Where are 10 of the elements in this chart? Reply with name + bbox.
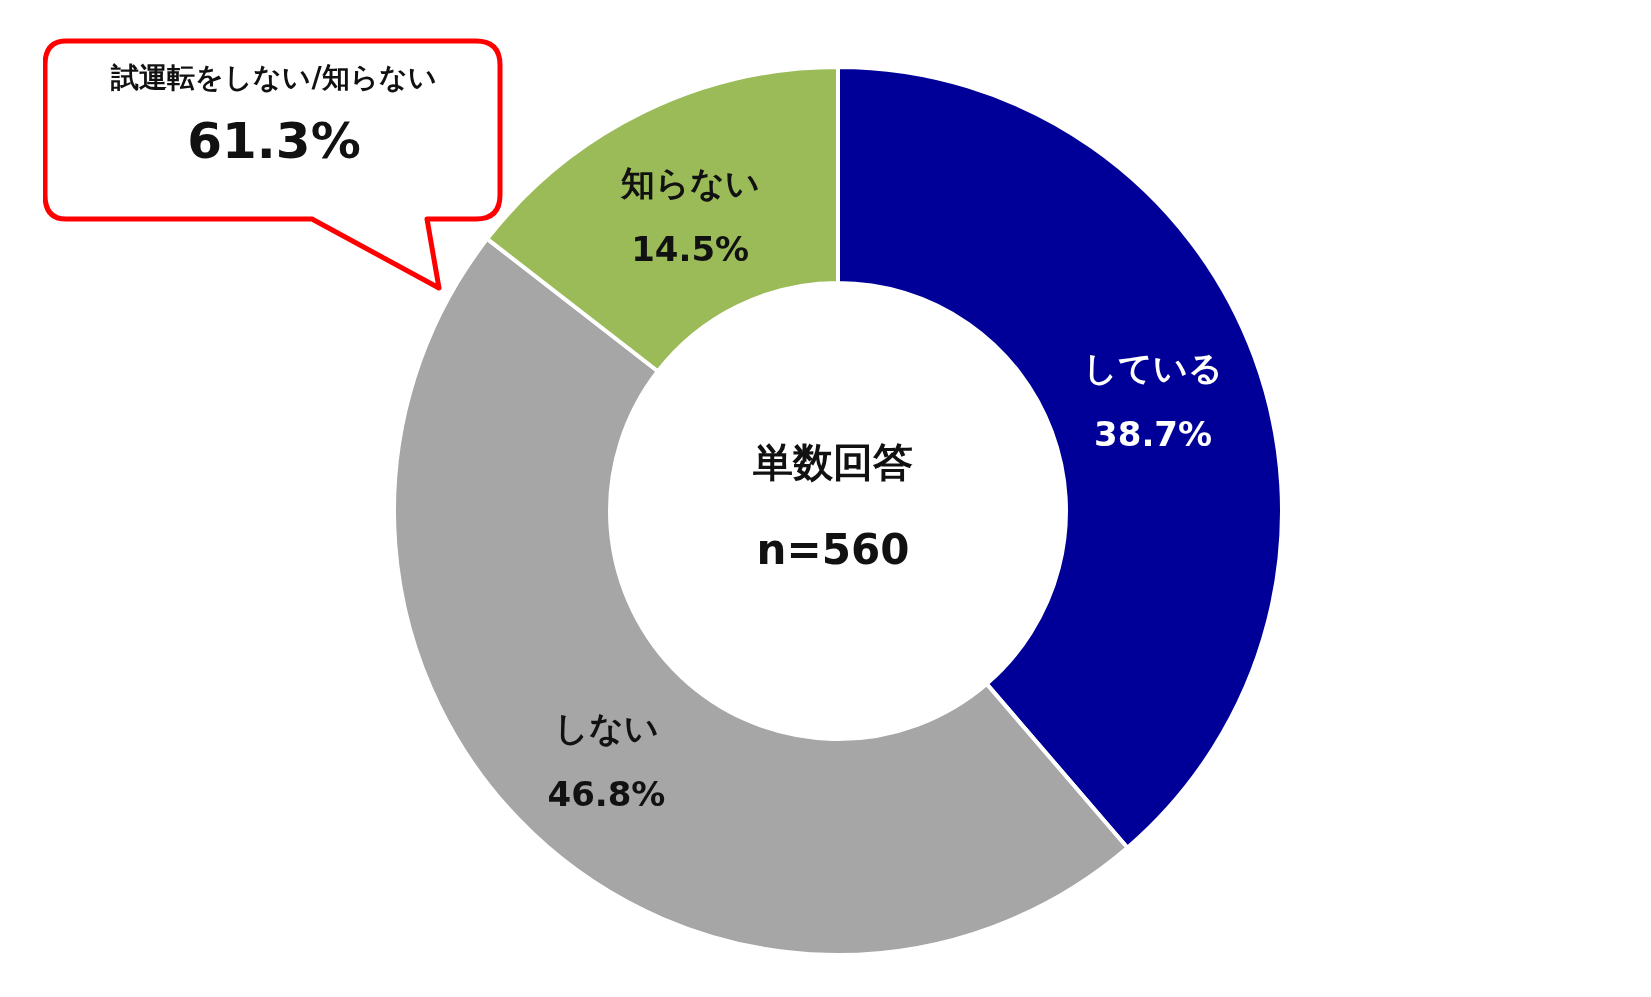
data-label: 14.5% [631,229,750,270]
data-label: 46.8% [547,774,666,815]
slice-label: 知らない [619,163,760,204]
slice-label: しない [553,708,659,749]
data-label: 38.7% [1094,414,1213,455]
text: 61.3% [186,111,362,172]
slice-label: している [1083,348,1224,389]
text: 単数回答 [753,439,913,485]
text: n=560 [756,525,910,574]
text: 試運転をしない/知らない [110,60,438,96]
